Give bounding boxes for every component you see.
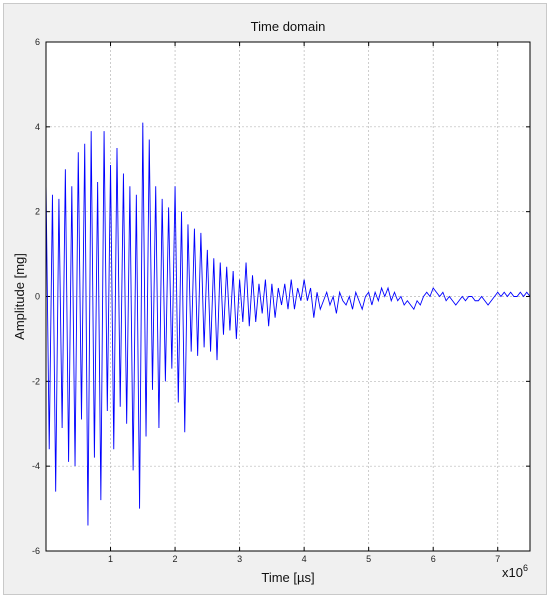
- x-tick-label: 3: [237, 554, 242, 564]
- x-tick-label: 6: [431, 554, 436, 564]
- x-tick-label: 2: [173, 554, 178, 564]
- x-tick-label: 5: [366, 554, 371, 564]
- chart-title: Time domain: [251, 19, 326, 34]
- x-axis-exponent: x106: [502, 563, 528, 580]
- y-tick-label: 2: [35, 207, 40, 217]
- y-tick-label: 4: [35, 122, 40, 132]
- x-tick-label: 7: [495, 554, 500, 564]
- y-tick-label: -2: [32, 376, 40, 386]
- axis-ticks: 1 2 3 4 5 6 7 -6 -4 -2 0 2 4 6: [32, 37, 530, 564]
- signal-line: [45, 122, 531, 526]
- x-axis-exponent-power: 6: [523, 563, 528, 573]
- plot-border: [45, 41, 531, 552]
- y-tick-label: -6: [32, 546, 40, 556]
- y-tick-label: 6: [35, 37, 40, 47]
- x-tick-label: 1: [108, 554, 113, 564]
- figure-window: 1 2 3 4 5 6 7 -6 -4 -2 0 2 4 6 Time domain Time [µs] …: [3, 3, 547, 595]
- grid-lines: [46, 42, 530, 551]
- x-axis-label: Time [µs]: [261, 570, 314, 585]
- y-tick-label: 0: [35, 292, 40, 302]
- y-axis-label: Amplitude [mg]: [12, 253, 27, 340]
- x-axis-exponent-base: x10: [502, 565, 523, 580]
- y-tick-label: -4: [32, 461, 40, 471]
- x-tick-label: 4: [302, 554, 307, 564]
